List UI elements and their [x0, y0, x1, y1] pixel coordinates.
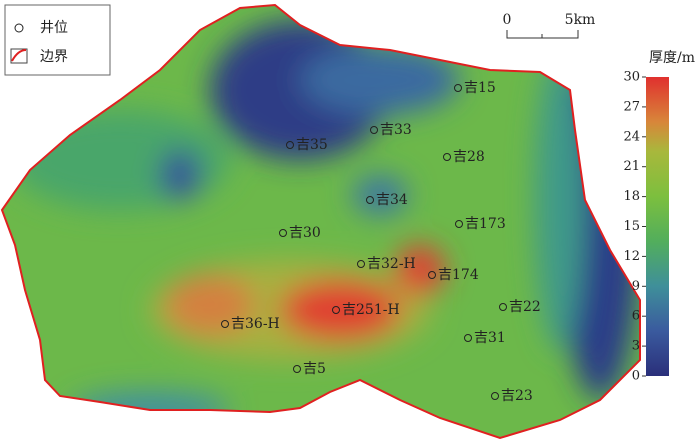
legend-label: 井位 [40, 20, 68, 36]
colorbar-tick-label: 3 [632, 339, 640, 354]
well-label: 吉28 [453, 149, 485, 165]
colorbar-tick-label: 6 [632, 309, 640, 324]
well-marker [221, 320, 229, 328]
colorbar-tick-label: 27 [623, 99, 640, 114]
colorbar-title: 厚度/m [649, 50, 695, 66]
legend: 井位 边界 [4, 4, 111, 76]
well-label: 吉33 [380, 122, 412, 138]
thickness-field [2, 5, 640, 438]
scale-bar: 0 5km [503, 12, 596, 39]
well-marker [443, 153, 451, 161]
well-label: 吉30 [289, 225, 321, 241]
well-label: 吉23 [501, 388, 533, 404]
well-label: 吉22 [509, 299, 541, 315]
well-label: 吉36-H [231, 316, 280, 332]
legend-label: 边界 [40, 49, 68, 65]
well-label: 吉34 [376, 192, 408, 208]
well-label: 吉174 [438, 267, 479, 283]
well-label: 吉32-H [367, 256, 416, 272]
well-marker [454, 84, 462, 92]
colorbar-tick-label: 12 [623, 249, 640, 264]
colorbar-tick-label: 15 [623, 219, 640, 234]
well-marker [293, 365, 301, 373]
colorbar [646, 77, 669, 376]
well-marker [464, 334, 472, 342]
colorbar-tick-label: 0 [632, 369, 640, 384]
well-marker [370, 126, 378, 134]
colorbar-tick-label: 30 [623, 70, 640, 85]
well-marker [279, 229, 287, 237]
well-marker [286, 141, 294, 149]
well-label: 吉15 [464, 80, 496, 96]
legend-boundary-symbol [11, 49, 27, 62]
colorbar-tick-label: 21 [623, 159, 640, 174]
well-marker [357, 260, 365, 268]
well-label: 吉35 [296, 137, 328, 153]
well-label: 吉5 [303, 361, 326, 377]
colorbar-tick-label: 9 [632, 279, 640, 294]
scale-label: 5km [565, 12, 596, 28]
well-marker [332, 306, 340, 314]
well-marker [491, 392, 499, 400]
legend-well-symbol [14, 23, 24, 33]
well-marker [366, 196, 374, 204]
scale-bar-line [506, 30, 579, 39]
well-label: 吉173 [465, 216, 506, 232]
well-marker [499, 303, 507, 311]
colorbar-tick-label: 18 [623, 189, 640, 204]
well-label: 吉31 [474, 330, 506, 346]
well-marker [428, 271, 436, 279]
well-marker [455, 220, 463, 228]
scale-label: 0 [503, 12, 512, 28]
legend-boundary-box [10, 48, 28, 64]
well-label: 吉251-H [342, 302, 400, 318]
colorbar-tick-label: 24 [623, 129, 640, 144]
